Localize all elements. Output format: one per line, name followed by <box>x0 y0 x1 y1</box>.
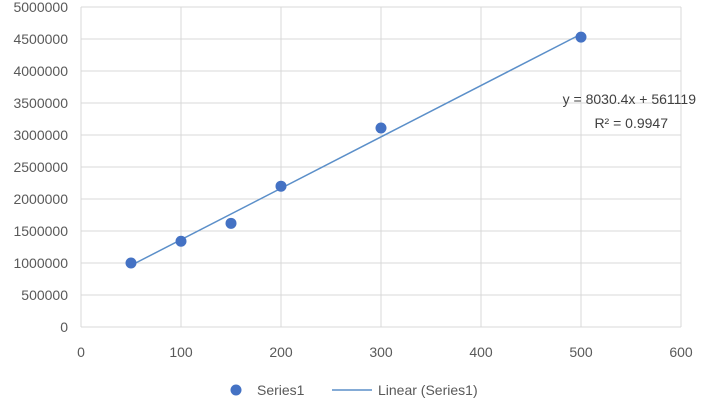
series-points <box>125 31 587 269</box>
y-tick-label: 1000000 <box>13 255 68 271</box>
legend-series1-label: Series1 <box>257 382 305 398</box>
x-tick-label: 100 <box>169 344 193 360</box>
y-tick-label: 1500000 <box>13 223 68 239</box>
trendline-r-squared: R² = 0.9947 <box>594 115 668 131</box>
y-tick-label: 0 <box>60 319 68 335</box>
y-tick-label: 2500000 <box>13 159 68 175</box>
x-axis-tick-labels: 0 100 200 300 400 500 600 <box>77 344 693 360</box>
grid <box>80 6 682 328</box>
y-tick-label: 3000000 <box>13 127 68 143</box>
data-point <box>225 217 237 229</box>
x-tick-label: 200 <box>269 344 293 360</box>
y-tick-label: 4000000 <box>13 63 68 79</box>
x-tick-label: 0 <box>77 344 85 360</box>
x-tick-label: 500 <box>569 344 593 360</box>
legend: Series1 Linear (Series1) <box>230 382 478 398</box>
data-point <box>375 122 387 134</box>
y-axis-tick-labels: 0 500000 1000000 1500000 2000000 2500000 30000… <box>13 0 68 335</box>
y-tick-label: 3500000 <box>13 95 68 111</box>
x-tick-label: 300 <box>369 344 393 360</box>
trendline-equation: y = 8030.4x + 561119 R² = 0.9947 <box>563 91 697 131</box>
y-tick-label: 2000000 <box>13 191 68 207</box>
trendline-group <box>130 33 582 267</box>
y-tick-label: 500000 <box>21 287 68 303</box>
legend-linear-label: Linear (Series1) <box>378 382 478 398</box>
x-tick-label: 400 <box>469 344 493 360</box>
data-point <box>125 257 137 269</box>
x-tick-label: 600 <box>669 344 693 360</box>
data-point <box>575 31 587 43</box>
data-point <box>275 180 287 192</box>
trendline <box>130 33 582 267</box>
trendline-equation-text: y = 8030.4x + 561119 <box>563 91 697 107</box>
y-tick-label: 4500000 <box>13 31 68 47</box>
legend-series1-marker <box>230 384 242 396</box>
data-point <box>175 235 187 247</box>
y-tick-label: 5000000 <box>13 0 68 15</box>
